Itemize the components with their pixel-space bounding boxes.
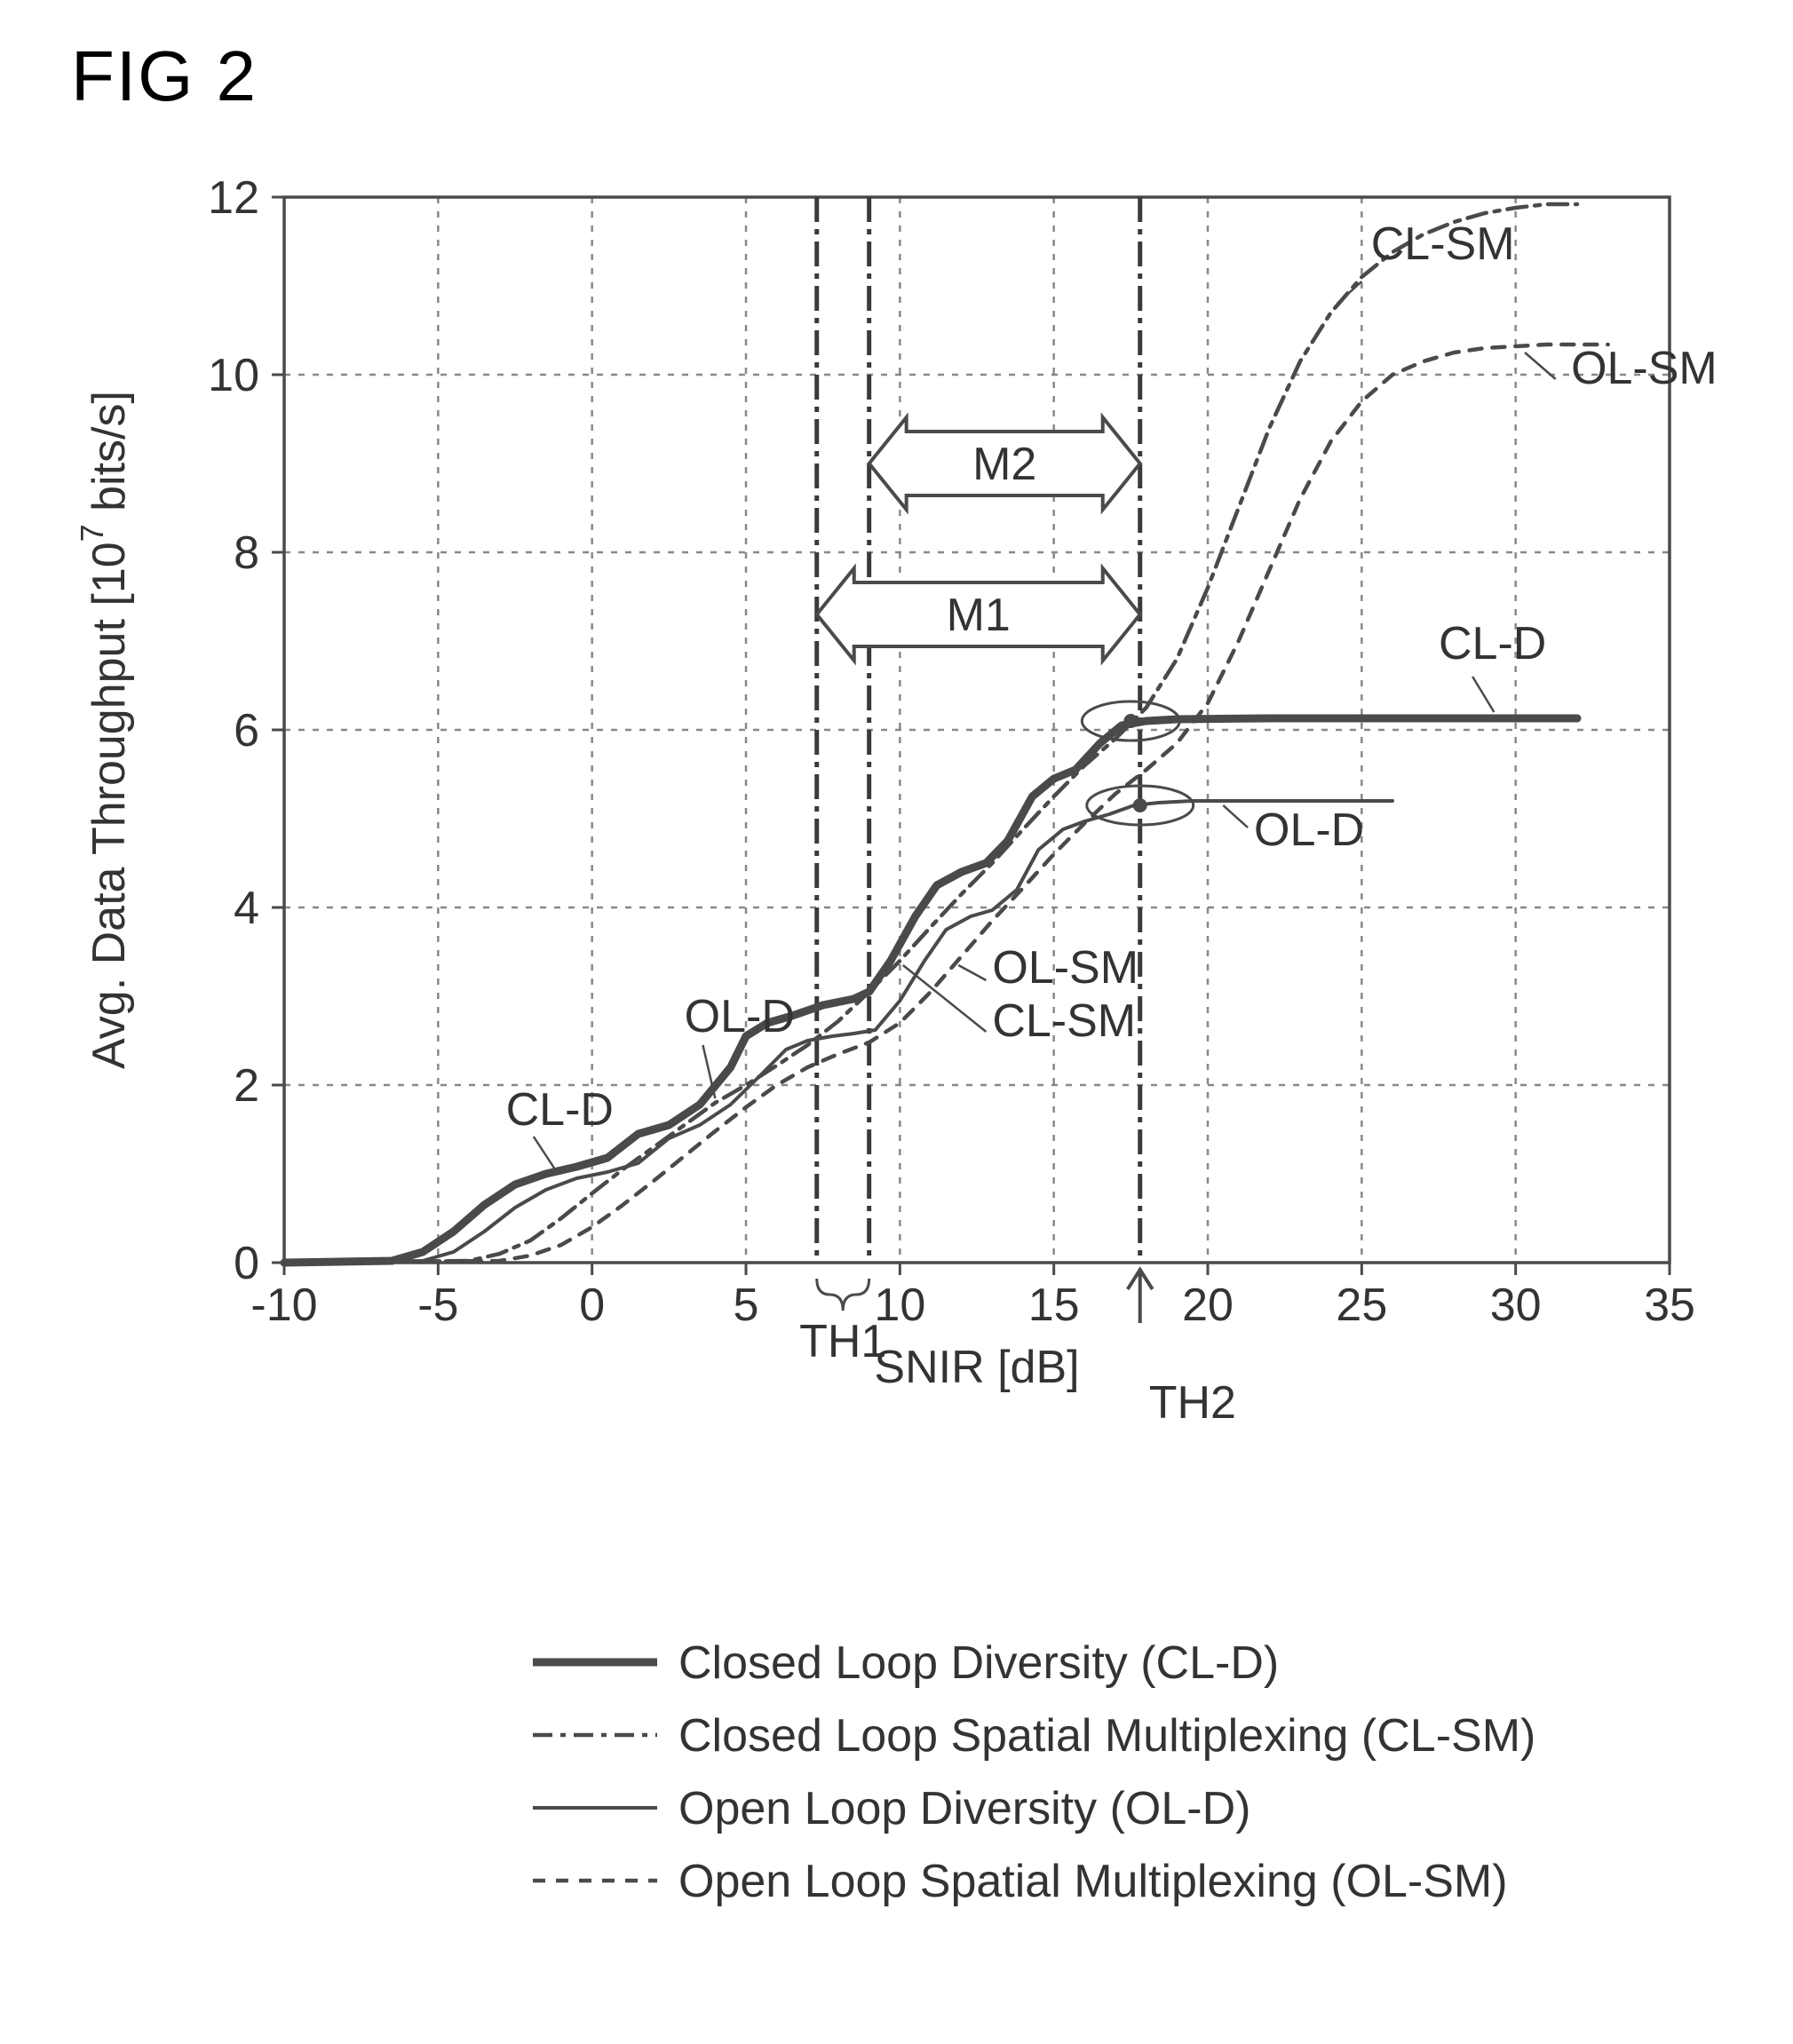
throughput-vs-snir-chart: -10-505101520253035024681012SNIR [dB]Avg… [36, 144, 1723, 2008]
annotation-label: OL-D [1254, 804, 1364, 856]
m2-label: M2 [972, 439, 1036, 490]
annotation-leader [534, 1137, 555, 1169]
legend-label: Open Loop Spatial Multiplexing (OL-SM) [678, 1856, 1508, 1907]
th2-arrow [1128, 1270, 1153, 1323]
y-axis-label: Avg. Data Throughput [107 bits/s] [74, 391, 135, 1069]
annotation-label: OL-SM [1571, 343, 1718, 394]
annotation-label: CL-SM [1371, 218, 1515, 270]
th1-brace [817, 1279, 869, 1311]
x-tick-label: -5 [417, 1279, 458, 1331]
annotation-label: CL-SM [992, 995, 1136, 1047]
annotation-leader [1223, 805, 1248, 828]
y-tick-label: 12 [208, 172, 259, 224]
x-tick-label: -10 [250, 1279, 317, 1331]
annotation-label: CL-D [1439, 618, 1546, 669]
x-tick-label: 15 [1028, 1279, 1080, 1331]
m1-label: M1 [947, 590, 1011, 641]
y-tick-label: 2 [234, 1060, 259, 1112]
x-tick-label: 5 [734, 1279, 759, 1331]
x-axis-label: SNIR [dB] [874, 1342, 1079, 1393]
legend-label: Closed Loop Diversity (CL-D) [678, 1637, 1279, 1689]
annotation-leader [1337, 281, 1362, 304]
x-tick-label: 35 [1644, 1279, 1695, 1331]
legend-label: Closed Loop Spatial Multiplexing (CL-SM) [678, 1710, 1535, 1762]
th2-label: TH2 [1149, 1377, 1236, 1429]
annotation-leader [1472, 677, 1494, 712]
annotation-label: OL-SM [992, 942, 1138, 994]
x-tick-label: 30 [1490, 1279, 1542, 1331]
x-tick-label: 25 [1336, 1279, 1387, 1331]
figure-label: FIG 2 [71, 36, 1793, 117]
annotation-label: CL-D [506, 1084, 614, 1136]
legend-label: Open Loop Diversity (OL-D) [678, 1783, 1250, 1834]
y-tick-label: 0 [234, 1238, 259, 1289]
annotation-leader [958, 965, 986, 980]
x-tick-label: 20 [1182, 1279, 1234, 1331]
y-tick-label: 10 [208, 350, 259, 401]
series-CL_SM [284, 204, 1577, 1263]
series-OL_D [284, 801, 1392, 1263]
th1-label: TH1 [799, 1316, 886, 1367]
x-tick-label: 0 [579, 1279, 605, 1331]
crossover-dot [1133, 798, 1147, 812]
plot-border [284, 197, 1670, 1263]
crossover-dot [1123, 714, 1138, 728]
y-tick-label: 8 [234, 527, 259, 579]
y-tick-label: 4 [234, 883, 259, 934]
annotation-label: OL-D [685, 991, 795, 1042]
y-tick-label: 6 [234, 705, 259, 757]
